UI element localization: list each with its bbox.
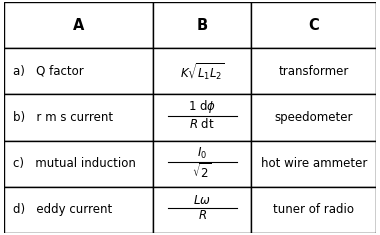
- Text: A: A: [73, 18, 84, 33]
- Text: d)   eddy current: d) eddy current: [13, 203, 112, 216]
- Bar: [4, 48, 153, 94]
- Bar: [153, 2, 252, 48]
- Text: $I_0$: $I_0$: [197, 146, 207, 161]
- Bar: [153, 187, 252, 233]
- Text: $R\ \mathrm{dt}$: $R\ \mathrm{dt}$: [189, 117, 215, 131]
- Text: B: B: [196, 18, 207, 33]
- Text: tuner of radio: tuner of radio: [273, 203, 354, 216]
- Text: $L\omega$: $L\omega$: [193, 194, 211, 207]
- Text: b)   r m s current: b) r m s current: [13, 111, 113, 124]
- Text: $1\ \mathrm{d}\phi$: $1\ \mathrm{d}\phi$: [188, 98, 216, 115]
- Bar: [153, 141, 252, 187]
- Text: transformer: transformer: [279, 65, 349, 78]
- Text: c)   mutual induction: c) mutual induction: [13, 157, 136, 170]
- Bar: [252, 2, 376, 48]
- Text: C: C: [309, 18, 319, 33]
- Text: hot wire ammeter: hot wire ammeter: [261, 157, 367, 170]
- Text: a)   Q factor: a) Q factor: [13, 65, 84, 78]
- Text: speedometer: speedometer: [275, 111, 353, 124]
- Text: $K\sqrt{L_1L_2}$: $K\sqrt{L_1L_2}$: [180, 61, 225, 82]
- Text: $R$: $R$: [198, 209, 207, 222]
- Bar: [153, 94, 252, 141]
- Bar: [4, 2, 153, 48]
- Bar: [252, 94, 376, 141]
- Bar: [153, 48, 252, 94]
- Bar: [4, 94, 153, 141]
- Bar: [252, 48, 376, 94]
- Bar: [4, 141, 153, 187]
- Bar: [252, 187, 376, 233]
- Bar: [252, 141, 376, 187]
- Bar: [4, 187, 153, 233]
- Text: $\sqrt{2}$: $\sqrt{2}$: [192, 163, 212, 181]
